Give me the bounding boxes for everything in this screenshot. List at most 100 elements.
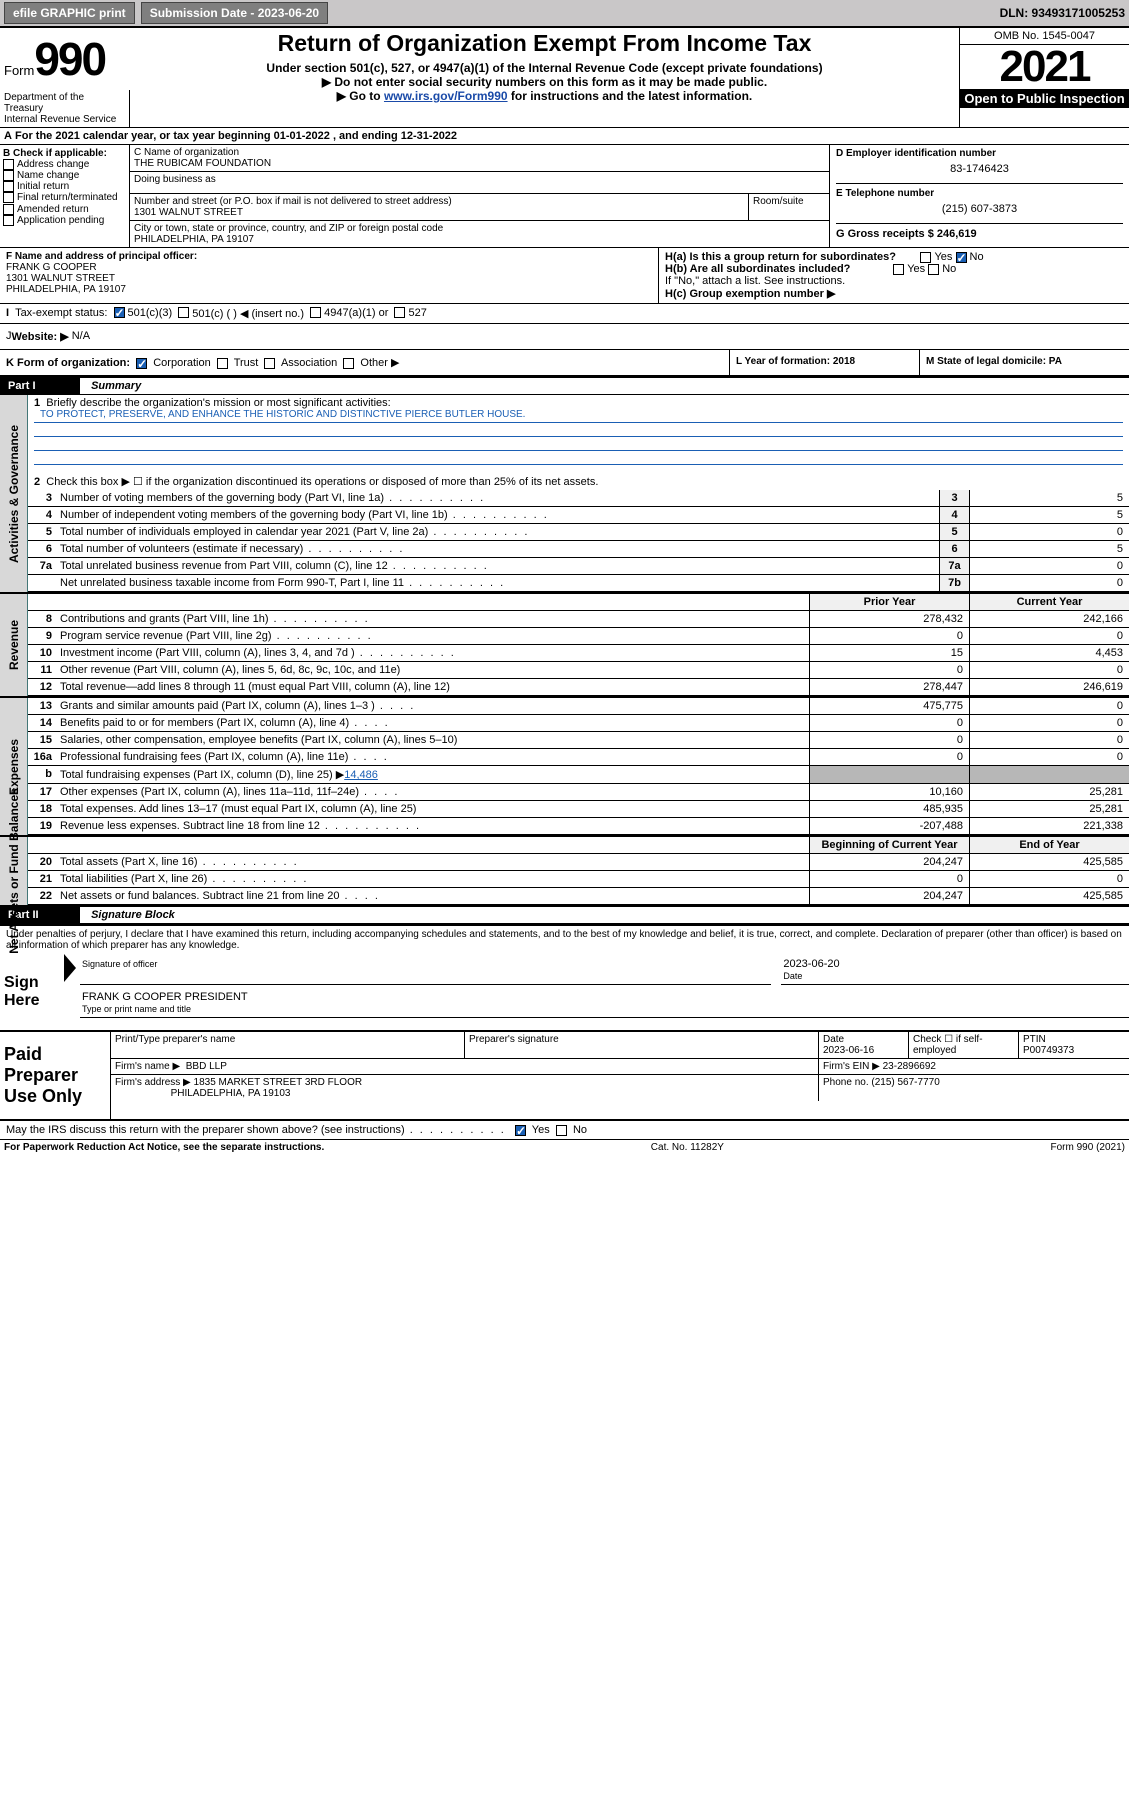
boy-hdr: Beginning of Current Year (809, 837, 969, 853)
part1-title: Summary (83, 380, 141, 392)
irs-link[interactable]: www.irs.gov/Form990 (384, 89, 508, 103)
p11: 0 (809, 662, 969, 678)
c13: 0 (969, 698, 1129, 714)
preparer-name-hdr: Print/Type preparer's name (111, 1032, 465, 1058)
tel-label: E Telephone number (836, 188, 1123, 199)
chk-hb-yes[interactable] (893, 264, 904, 275)
eoy-hdr: End of Year (969, 837, 1129, 853)
l13: Grants and similar amounts paid (Part IX… (56, 698, 809, 714)
c14: 0 (969, 715, 1129, 731)
l4: Number of independent voting members of … (56, 507, 939, 523)
org-name-cell: C Name of organization THE RUBICAM FOUND… (130, 145, 829, 172)
street-cell: Number and street (or P.O. box if mail i… (130, 194, 749, 221)
officer-cell: F Name and address of principal officer:… (0, 248, 659, 303)
chk-discuss-yes[interactable] (515, 1125, 526, 1136)
c21: 0 (969, 871, 1129, 887)
p16a: 0 (809, 749, 969, 765)
l12: Total revenue—add lines 8 through 11 (mu… (56, 679, 809, 695)
chk-ha-no[interactable] (956, 252, 967, 263)
l3: Number of voting members of the governin… (56, 490, 939, 506)
gross-receipts: G Gross receipts $ 246,619 (836, 228, 977, 240)
ein-value: 83-1746423 (836, 159, 1123, 175)
l16b: Total fundraising expenses (Part IX, col… (56, 766, 809, 783)
cat-no: Cat. No. 11282Y (324, 1142, 1050, 1153)
c18: 25,281 (969, 801, 1129, 817)
chk-527[interactable] (394, 307, 405, 318)
v6: 5 (969, 541, 1129, 557)
l21: Total liabilities (Part X, line 26) (56, 871, 809, 887)
c15: 0 (969, 732, 1129, 748)
l9: Program service revenue (Part VIII, line… (56, 628, 809, 644)
chk-amended[interactable] (3, 204, 14, 215)
efile-btn[interactable]: efile GRAPHIC print (4, 2, 135, 24)
ptin: PTINP00749373 (1019, 1032, 1129, 1058)
l17: Other expenses (Part IX, column (A), lin… (56, 784, 809, 800)
form-number: 990 (34, 33, 105, 85)
form-title: Return of Organization Exempt From Incom… (134, 30, 955, 57)
paid-preparer-label: Paid Preparer Use Only (0, 1032, 110, 1119)
row-m: M State of legal domicile: PA (919, 350, 1129, 375)
current-hdr: Current Year (969, 594, 1129, 610)
side-governance: Activities & Governance (0, 395, 28, 592)
p22: 204,247 (809, 888, 969, 904)
chk-initial[interactable] (3, 181, 14, 192)
tel-value: (215) 607-3873 (836, 199, 1123, 215)
chk-app-pending[interactable] (3, 215, 14, 226)
chk-addr-change[interactable] (3, 159, 14, 170)
line-a: A For the 2021 calendar year, or tax yea… (0, 128, 1129, 145)
ein-label: D Employer identification number (836, 148, 1123, 159)
paperwork-notice: For Paperwork Reduction Act Notice, see … (4, 1142, 324, 1153)
c22: 425,585 (969, 888, 1129, 904)
c10: 4,453 (969, 645, 1129, 661)
subdate-btn[interactable]: Submission Date - 2023-06-20 (141, 2, 328, 24)
open-inspection: Open to Public Inspection (960, 89, 1129, 108)
topbar: efile GRAPHIC print Submission Date - 20… (0, 0, 1129, 26)
side-revenue: Revenue (0, 594, 28, 696)
c16a: 0 (969, 749, 1129, 765)
arrow-icon (64, 954, 76, 982)
c12: 246,619 (969, 679, 1129, 695)
col-b-checkboxes: B Check if applicable: Address change Na… (0, 145, 130, 247)
l7b: Net unrelated business taxable income fr… (56, 575, 939, 591)
c11: 0 (969, 662, 1129, 678)
dept-treasury: Department of the TreasuryInternal Reven… (0, 90, 130, 127)
p20: 204,247 (809, 854, 969, 870)
p10: 15 (809, 645, 969, 661)
discuss-row: May the IRS discuss this return with the… (0, 1121, 1129, 1139)
chk-other[interactable] (343, 358, 354, 369)
side-netassets: Net Assets or Fund Balances (0, 837, 28, 905)
chk-4947[interactable] (310, 307, 321, 318)
chk-final[interactable] (3, 192, 14, 203)
l18: Total expenses. Add lines 13–17 (must eq… (56, 801, 809, 817)
p12: 278,447 (809, 679, 969, 695)
chk-corp[interactable] (136, 358, 147, 369)
c9: 0 (969, 628, 1129, 644)
l10: Investment income (Part VIII, column (A)… (56, 645, 809, 661)
chk-501c[interactable] (178, 307, 189, 318)
p18: 485,935 (809, 801, 969, 817)
chk-501c3[interactable] (114, 307, 125, 318)
c17: 25,281 (969, 784, 1129, 800)
sign-here-label: Sign Here (0, 954, 60, 1030)
v7a: 0 (969, 558, 1129, 574)
form-id: Form990 (0, 28, 130, 90)
dba-cell: Doing business as (130, 172, 829, 194)
chk-assoc[interactable] (264, 358, 275, 369)
chk-ha-yes[interactable] (920, 252, 931, 263)
perjury-text: Under penalties of perjury, I declare th… (0, 924, 1129, 954)
p14: 0 (809, 715, 969, 731)
form-ref: Form 990 (2021) (1051, 1142, 1125, 1153)
l19: Revenue less expenses. Subtract line 18 … (56, 818, 809, 834)
row-k: K Form of organization: Corporation Trus… (0, 350, 729, 375)
firm-phone: Phone no. (215) 567-7770 (819, 1075, 1129, 1101)
officer-name-line: FRANK G COOPER PRESIDENTType or print na… (80, 989, 1129, 1018)
officer-sig-line[interactable]: Signature of officer (80, 956, 771, 985)
c19: 221,338 (969, 818, 1129, 834)
chk-trust[interactable] (217, 358, 228, 369)
p21: 0 (809, 871, 969, 887)
chk-discuss-no[interactable] (556, 1125, 567, 1136)
chk-hb-no[interactable] (928, 264, 939, 275)
tax-year: 2021 (960, 45, 1129, 89)
firm-addr: Firm's address ▶ 1835 MARKET STREET 3RD … (111, 1075, 819, 1101)
chk-name-change[interactable] (3, 170, 14, 181)
